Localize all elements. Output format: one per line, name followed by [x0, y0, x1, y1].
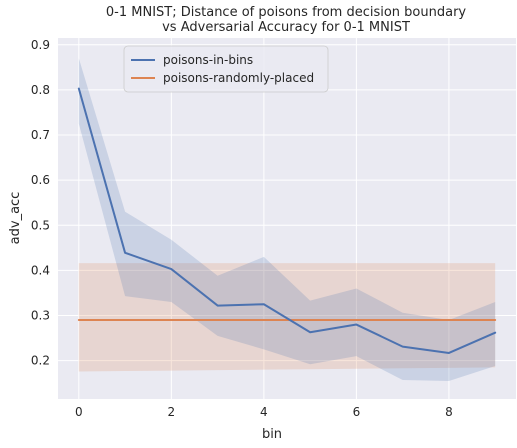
y-tick-label: 0.7	[31, 128, 50, 142]
y-axis-label: adv_acc	[8, 192, 23, 245]
x-tick-label: 8	[445, 405, 453, 419]
chart-title-line-1: 0-1 MNIST; Distance of poisons from deci…	[106, 5, 467, 20]
y-tick-label: 0.2	[31, 354, 50, 368]
y-tick-label: 0.5	[31, 218, 50, 232]
y-tick-label: 0.9	[31, 38, 50, 52]
legend-label-poisons-randomly-placed: poisons-randomly-placed	[163, 71, 314, 85]
x-tick-label: 2	[168, 405, 176, 419]
x-tick-label: 0	[75, 405, 83, 419]
x-tick-label: 6	[353, 405, 361, 419]
y-tick-label: 0.8	[31, 83, 50, 97]
chart-title-line-2: vs Adversarial Accuracy for 0-1 MNIST	[162, 20, 410, 35]
y-tick-label: 0.4	[31, 263, 50, 277]
x-tick-label: 4	[260, 405, 268, 419]
legend: poisons-in-bins poisons-randomly-placed	[124, 46, 328, 92]
y-tick-label: 0.3	[31, 309, 50, 323]
x-axis-label: bin	[262, 427, 282, 442]
y-tick-label: 0.6	[31, 173, 50, 187]
legend-label-poisons-in-bins: poisons-in-bins	[163, 53, 253, 67]
